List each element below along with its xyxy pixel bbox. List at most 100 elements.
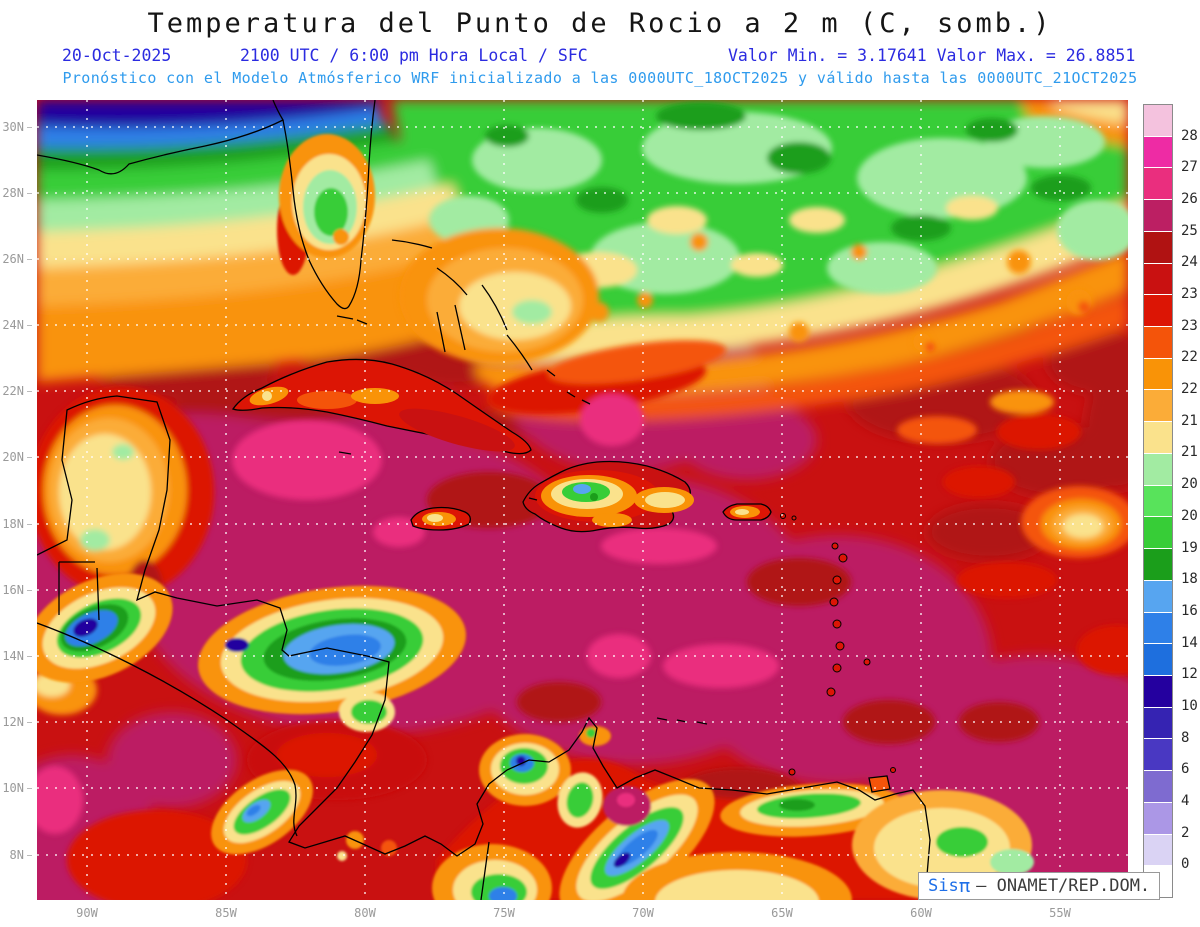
colorbar-label: 4 [1181,792,1190,809]
colorbar-block [1144,485,1172,518]
colorbar-label: 14 [1181,634,1198,651]
colorbar-label: 6 [1181,761,1190,778]
colorbar-label: 10 [1181,697,1198,714]
colorbar-block [1144,231,1172,264]
us-gulf-coast [37,100,284,175]
forecast-map [37,100,1128,900]
lon-tick-label: 65W [771,906,793,920]
colorbar-label: 27 [1181,159,1198,176]
colorbar-block [1144,644,1172,676]
lat-tick-label: 14N [2,649,32,663]
colorbar-block [1144,295,1172,328]
colorbar-labels: 2827262524.523.52322.52221.52120.5201918… [1181,104,1200,898]
forecast-time: 2100 UTC / 6:00 pm Hora Local / SFC [240,46,588,65]
lon-tick-label: 85W [215,906,237,920]
colorbar-label: 23 [1181,317,1198,334]
borders [58,561,100,621]
colorbar-label: 23.5 [1181,286,1200,303]
colorbar-label: 22.5 [1181,349,1200,366]
colorbar-label: 16 [1181,602,1198,619]
colorbar-block [1144,802,1172,835]
lat-tick-label: 20N [2,450,32,464]
bahamas [391,239,591,405]
colorbar-label: 21.5 [1181,412,1200,429]
lon-tick-label: 55W [1049,906,1071,920]
colorbar-block [1144,612,1172,645]
lat-tick-label: 12N [2,715,32,729]
watermark-badge: Sis π – ONAMET/REP.DOM. [918,872,1161,900]
trinidad [868,775,891,793]
lat-tick-label: 22N [2,384,32,398]
lon-tick-label: 75W [493,906,515,920]
value-min-max: Valor Min. = 3.17641 Valor Max. = 26.885… [728,46,1136,65]
lat-tick-label: 24N [2,318,32,332]
cayman [338,451,352,455]
colorbar-label: 18 [1181,571,1198,588]
colorbar-label: 20 [1181,507,1198,524]
florida-keys [336,315,368,325]
colorbar-label: 24.5 [1181,254,1200,271]
colorbar-label: 25 [1181,222,1198,239]
graticule [37,100,1128,900]
colorbar-label: 22 [1181,381,1198,398]
colorbar-block [1144,263,1172,296]
map-terrain-details [37,134,1034,900]
colorbar-block [1144,327,1172,359]
model-info-line: Pronóstico con el Modelo Atmósferico WRF… [62,69,1138,87]
lon-tick-label: 70W [632,906,654,920]
colorbar-block [1144,390,1172,423]
header-line2: 20-Oct-2025 2100 UTC / 6:00 pm Hora Loca… [0,46,1200,66]
colorbar-block [1144,517,1172,550]
colorbar-block [1144,422,1172,454]
colorbar-block [1144,707,1172,740]
colorbar-block [1144,834,1172,867]
lat-tick-label: 26N [2,252,32,266]
watermark-org: – ONAMET/REP.DOM. [976,876,1151,896]
colorbar-label: 19 [1181,539,1198,556]
lat-tick-label: 10N [2,781,32,795]
dewpoint-contour-map [37,100,1128,900]
coastlines [37,100,931,900]
colorbar-block [1144,771,1172,803]
forecast-date: 20-Oct-2025 [62,46,172,65]
colorbar-block [1144,168,1172,201]
colorbar-label: 0 [1181,856,1190,873]
colorbar-block [1144,105,1172,137]
lat-tick-label: 28N [2,186,32,200]
colorbar-block [1144,358,1172,391]
page-title: Temperatura del Punto de Rocio a 2 m (C,… [147,8,1053,39]
lat-tick-label: 16N [2,583,32,597]
caribbean-mainland-coast [37,395,931,900]
colorbar-label: 28 [1181,127,1198,144]
colorbar-label: 26 [1181,191,1198,208]
lat-tick-label: 8N [2,848,32,862]
lon-tick-label: 80W [354,906,376,920]
colorbar-block [1144,549,1172,581]
pacific-coast [37,622,298,837]
lon-tick-label: 60W [910,906,932,920]
lat-tick-label: 18N [2,517,32,531]
colorbar [1143,104,1173,898]
florida-coast [282,100,376,310]
map-medium-patches [37,102,1128,900]
colorbar-label: 12 [1181,666,1198,683]
lesser-antilles [780,513,896,776]
lat-tick-label: 30N [2,120,32,134]
colorbar-label: 8 [1181,729,1190,746]
colorbar-block [1144,675,1172,708]
colorbar-block [1144,580,1172,613]
gonave [528,497,538,501]
colorbar-label: 2 [1181,824,1190,841]
colorbar-block [1144,453,1172,486]
island-interiors [249,386,760,527]
colorbar-block [1144,200,1172,232]
colorbar-label: 21 [1181,444,1198,461]
watermark-app-name: Sis [928,876,959,896]
colorbar-block [1144,136,1172,169]
colorbar-block [1144,739,1172,772]
pi-icon: π [958,875,971,897]
colorbar-label: 20.5 [1181,476,1200,493]
lon-tick-label: 90W [76,906,98,920]
colombia-pacific-coast [480,841,490,900]
